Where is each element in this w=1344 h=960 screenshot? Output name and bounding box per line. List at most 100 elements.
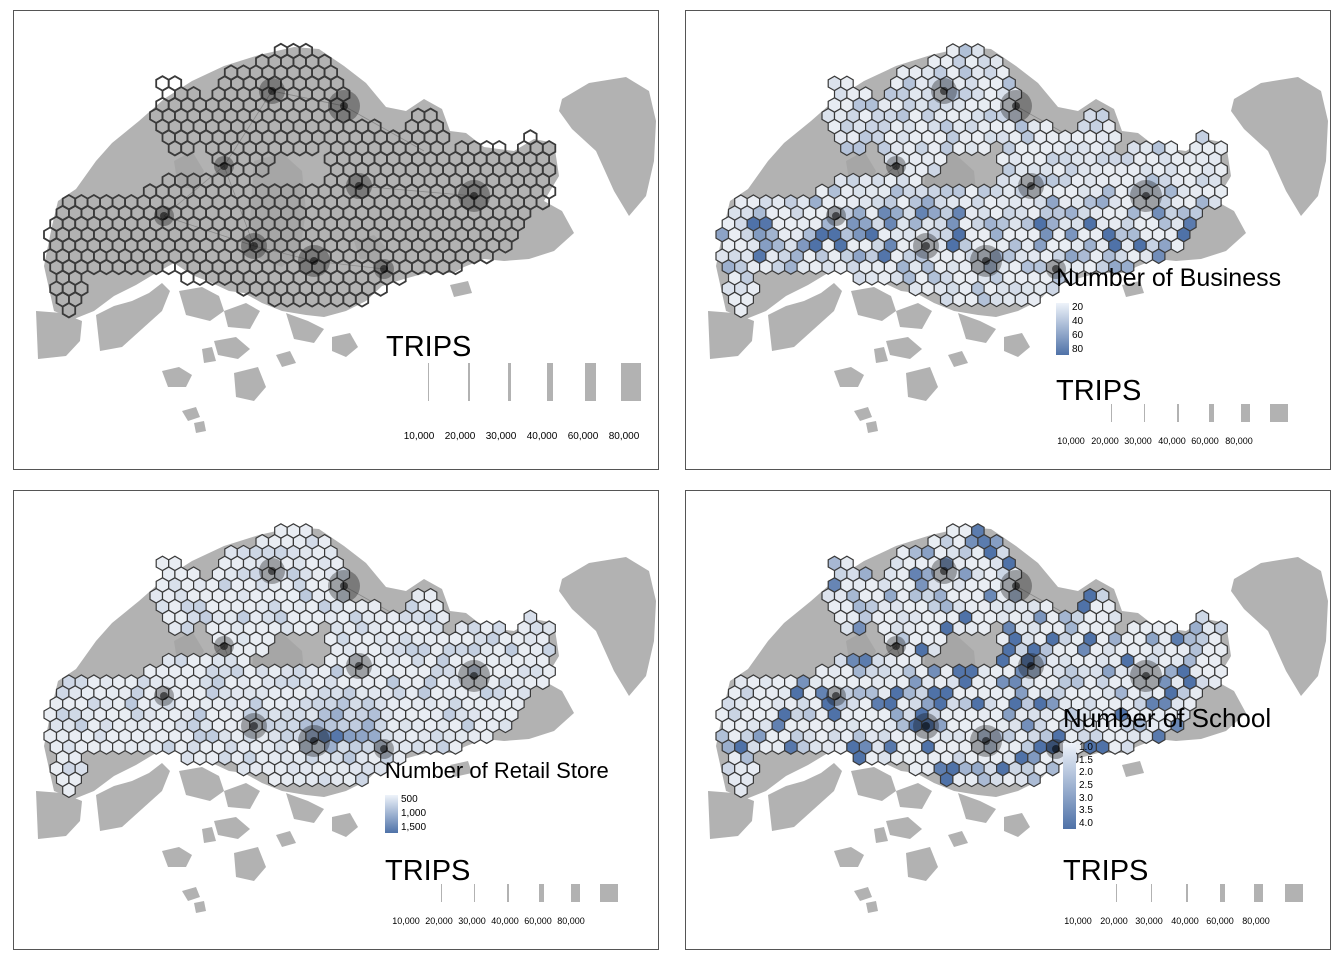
trip-hotspot [470, 672, 478, 680]
trips-label: 30,000 [1124, 436, 1152, 446]
trip-hotspot [1012, 582, 1020, 590]
island-shape [854, 887, 872, 901]
island-shape [224, 303, 260, 329]
trips-legend-bar [427, 363, 429, 401]
gradient-label: 2.5 [1079, 780, 1093, 791]
trips-label: 10,000 [1064, 916, 1092, 926]
hex-cell [280, 620, 294, 637]
trips-legend-bar [1220, 884, 1225, 902]
trips-label: 30,000 [485, 431, 517, 442]
hex-cell [821, 259, 836, 275]
island-shape [194, 901, 206, 913]
hex-cell [136, 739, 151, 755]
hex-cell [292, 620, 307, 637]
trip-hotspot [892, 162, 900, 170]
trips-label: 30,000 [458, 916, 486, 926]
island-shape [708, 311, 754, 359]
map-panel-trips: TRIPS 10,000 20,000 30,000 40,000 60,000… [13, 10, 659, 470]
hex-cell [498, 237, 513, 254]
trips-label: 20,000 [1091, 436, 1119, 446]
hex-cell [1207, 674, 1222, 691]
hex-cell [796, 259, 811, 275]
hex-cell [952, 140, 966, 157]
hex-cell [758, 259, 773, 275]
trips-legend-bar [1240, 404, 1250, 422]
trips-label: 10,000 [392, 916, 420, 926]
island-shape [768, 283, 842, 351]
trips-label: 20,000 [1100, 916, 1128, 926]
hex-cell [964, 771, 979, 788]
trips-label: 40,000 [1158, 436, 1186, 446]
hex-cell [535, 674, 550, 691]
hex-cell [939, 771, 954, 788]
island-shape [896, 783, 932, 809]
gradient-label: 80 [1072, 344, 1084, 355]
hex-cell [180, 269, 195, 287]
gradient-legend-ramp [1063, 743, 1076, 829]
hex-cell [840, 620, 854, 637]
map-canvas [708, 523, 1328, 913]
island-shape [96, 763, 170, 831]
hex-cell [1014, 771, 1029, 788]
trips-label: 60,000 [524, 916, 552, 926]
trip-hotspot [892, 642, 900, 650]
island-shape [332, 813, 358, 837]
trips-legend-bar [1150, 884, 1153, 902]
trips-legend-bar [584, 363, 596, 401]
hex-cell [479, 247, 494, 265]
gradient-legend-labels: 20 40 60 80 [1072, 303, 1112, 355]
island-shape [194, 421, 206, 433]
trips-label: 40,000 [526, 431, 558, 442]
hex-cell [952, 291, 966, 308]
hex-cell [180, 620, 195, 637]
hex-cell [423, 739, 438, 755]
island-shape [958, 313, 996, 343]
hex-cell [758, 739, 773, 755]
hex-cell [796, 739, 811, 755]
hex-cell [498, 717, 513, 734]
island-shape [202, 827, 216, 843]
trip-hotspot [355, 662, 363, 670]
rail-line [271, 90, 345, 107]
hex-cell [1064, 269, 1079, 286]
trip-hotspot [1012, 102, 1020, 110]
island-shape [234, 367, 266, 401]
gradient-label: 3.0 [1079, 792, 1093, 804]
hex-cell [205, 749, 220, 766]
trip-hotspot [1052, 265, 1060, 273]
hex-cell [479, 728, 494, 745]
hex-cell [852, 749, 867, 766]
hex-cell [852, 269, 867, 286]
hex-cell [448, 739, 463, 755]
trips-legend-bar [507, 363, 511, 401]
hex-cell [99, 739, 114, 755]
trips-legend-bar [440, 884, 442, 902]
island-shape [906, 367, 938, 401]
hex-cell [1151, 248, 1166, 265]
island-shape [286, 313, 324, 343]
hex-cell [149, 739, 164, 755]
island-shape [948, 831, 968, 847]
hex-cell [852, 620, 867, 637]
trips-label: 80,000 [1225, 436, 1253, 446]
hex-cell [833, 739, 848, 755]
island-shape [1231, 77, 1328, 216]
hex-cell [411, 739, 425, 755]
hex-cell [373, 280, 388, 297]
island-shape [866, 421, 878, 433]
hex-cell [852, 140, 867, 157]
gradient-label: 1.5 [1079, 754, 1093, 766]
trips-legend-labels: 10,000 20,000 30,000 40,000 60,000 80,00… [14, 431, 658, 445]
trips-legend-bar [546, 363, 553, 401]
hex-cell [808, 259, 823, 275]
island-shape [179, 287, 224, 321]
hex-cell [989, 771, 1004, 788]
island-shape [182, 887, 200, 901]
trip-hotspot [1142, 672, 1150, 680]
island-shape [214, 817, 250, 839]
trip-hotspot [832, 212, 840, 220]
island-shape [906, 847, 938, 881]
trips-label: 80,000 [608, 431, 640, 442]
hex-cell [180, 139, 195, 157]
trips-legend-title: TRIPS [385, 855, 471, 887]
